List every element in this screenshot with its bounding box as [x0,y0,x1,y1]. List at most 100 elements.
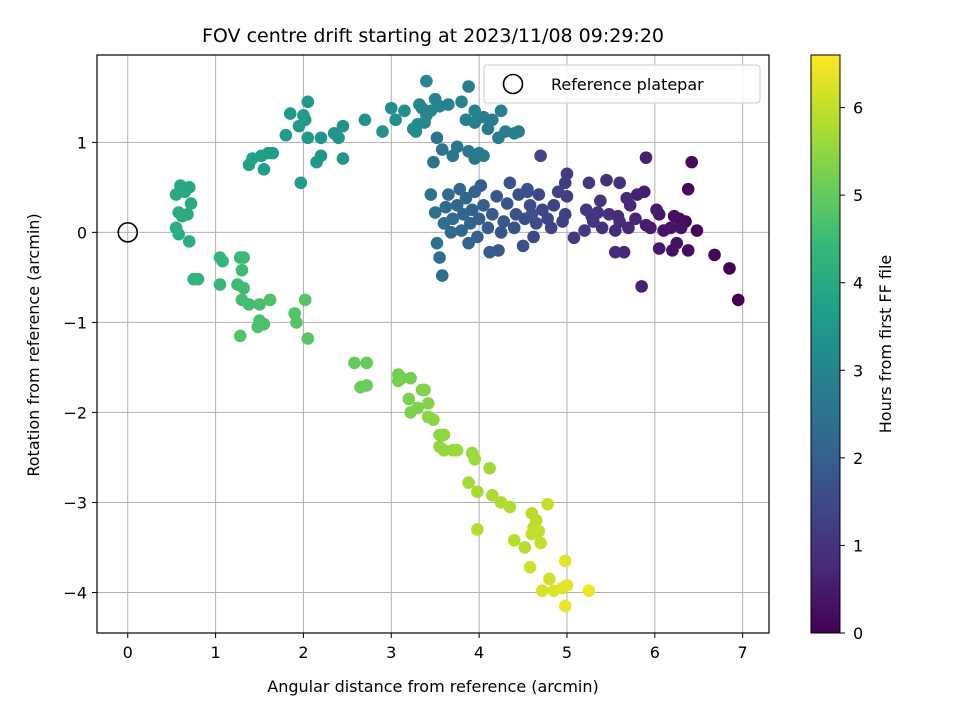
data-point [462,236,475,250]
x-tick-label: 0 [123,643,133,662]
data-point [428,206,442,219]
data-point [462,476,475,489]
data-point [450,199,464,212]
data-point [516,239,530,253]
data-point [462,80,475,93]
data-point [639,151,653,164]
data-point [406,122,420,136]
data-point [731,293,745,307]
data-point [485,208,499,221]
data-point [404,406,417,419]
data-point [652,242,666,255]
colorbar [810,54,841,634]
data-point [650,203,663,217]
data-point [298,293,312,307]
data-point [292,119,306,133]
colorbar-tick-label: 5 [853,186,863,205]
data-point [556,215,569,228]
data-point [242,298,256,311]
data-point [600,173,613,187]
data-point [558,176,572,190]
data-point [507,533,521,547]
data-point [290,316,303,329]
data-point [430,236,444,250]
colorbar-ticks: 0 1 2 3 4 5 6 [840,99,863,643]
data-point [468,185,482,199]
y-tick-label: −4 [63,583,87,602]
x-tick-label: 1 [210,643,220,662]
plot-frame [96,54,770,634]
data-point [233,329,247,343]
data-point [251,320,265,334]
data-point [613,176,626,190]
data-point [430,131,444,145]
data-point [191,272,205,286]
data-point [534,149,547,163]
data-point [182,235,196,248]
data-point [398,104,411,118]
data-point [541,497,554,511]
data-point [283,107,297,120]
data-point [428,92,442,106]
data-point [216,254,229,268]
data-point [242,158,256,172]
data-point [629,212,642,226]
legend-marker [502,73,524,95]
x-axis-title: Angular distance from reference (arcmin) [267,677,598,696]
data-point [184,197,198,210]
colorbar-tick-label: 4 [853,274,863,293]
data-point [169,188,183,201]
data-point [354,380,367,394]
legend: Reference platepar [483,64,761,104]
data-point [294,176,308,190]
data-point [471,230,484,244]
data-point [617,245,631,259]
data-point [567,231,581,245]
data-point [595,221,609,235]
data-point [457,208,470,221]
data-point [468,452,482,466]
data-point [418,383,431,397]
data-point [415,101,429,115]
data-point [450,140,464,154]
data-point [558,554,572,568]
data-point [358,113,372,127]
grid-lines [97,55,769,633]
data-point [336,152,350,165]
data-point [464,217,477,230]
data-point [521,185,534,199]
data-point [532,188,546,201]
data-point [336,119,350,133]
data-point [459,113,473,127]
data-point [257,163,271,176]
data-point [433,251,446,264]
y-axis-title: Rotation from reference (arcmin) [24,213,43,476]
data-point [389,113,402,127]
data-point [490,190,503,203]
data-point [402,392,416,406]
data-point [536,203,549,217]
data-point [420,74,433,88]
data-point [477,199,490,212]
data-point [424,188,438,201]
data-point [494,226,508,239]
y-tick-label: −1 [63,313,87,332]
data-point [681,244,695,257]
data-point [578,224,591,237]
data-point [551,185,565,199]
data-point [297,109,310,122]
data-point [670,236,684,250]
data-point [503,176,517,190]
data-point [263,293,277,307]
data-point [332,131,345,145]
data-point [708,248,721,262]
data-point [635,280,648,293]
data-point [348,356,361,370]
colorbar-tick-label: 2 [853,449,863,468]
data-point [723,262,736,275]
data-point [582,584,596,597]
data-point [608,245,622,259]
data-point [301,131,315,145]
data-point [453,182,467,196]
